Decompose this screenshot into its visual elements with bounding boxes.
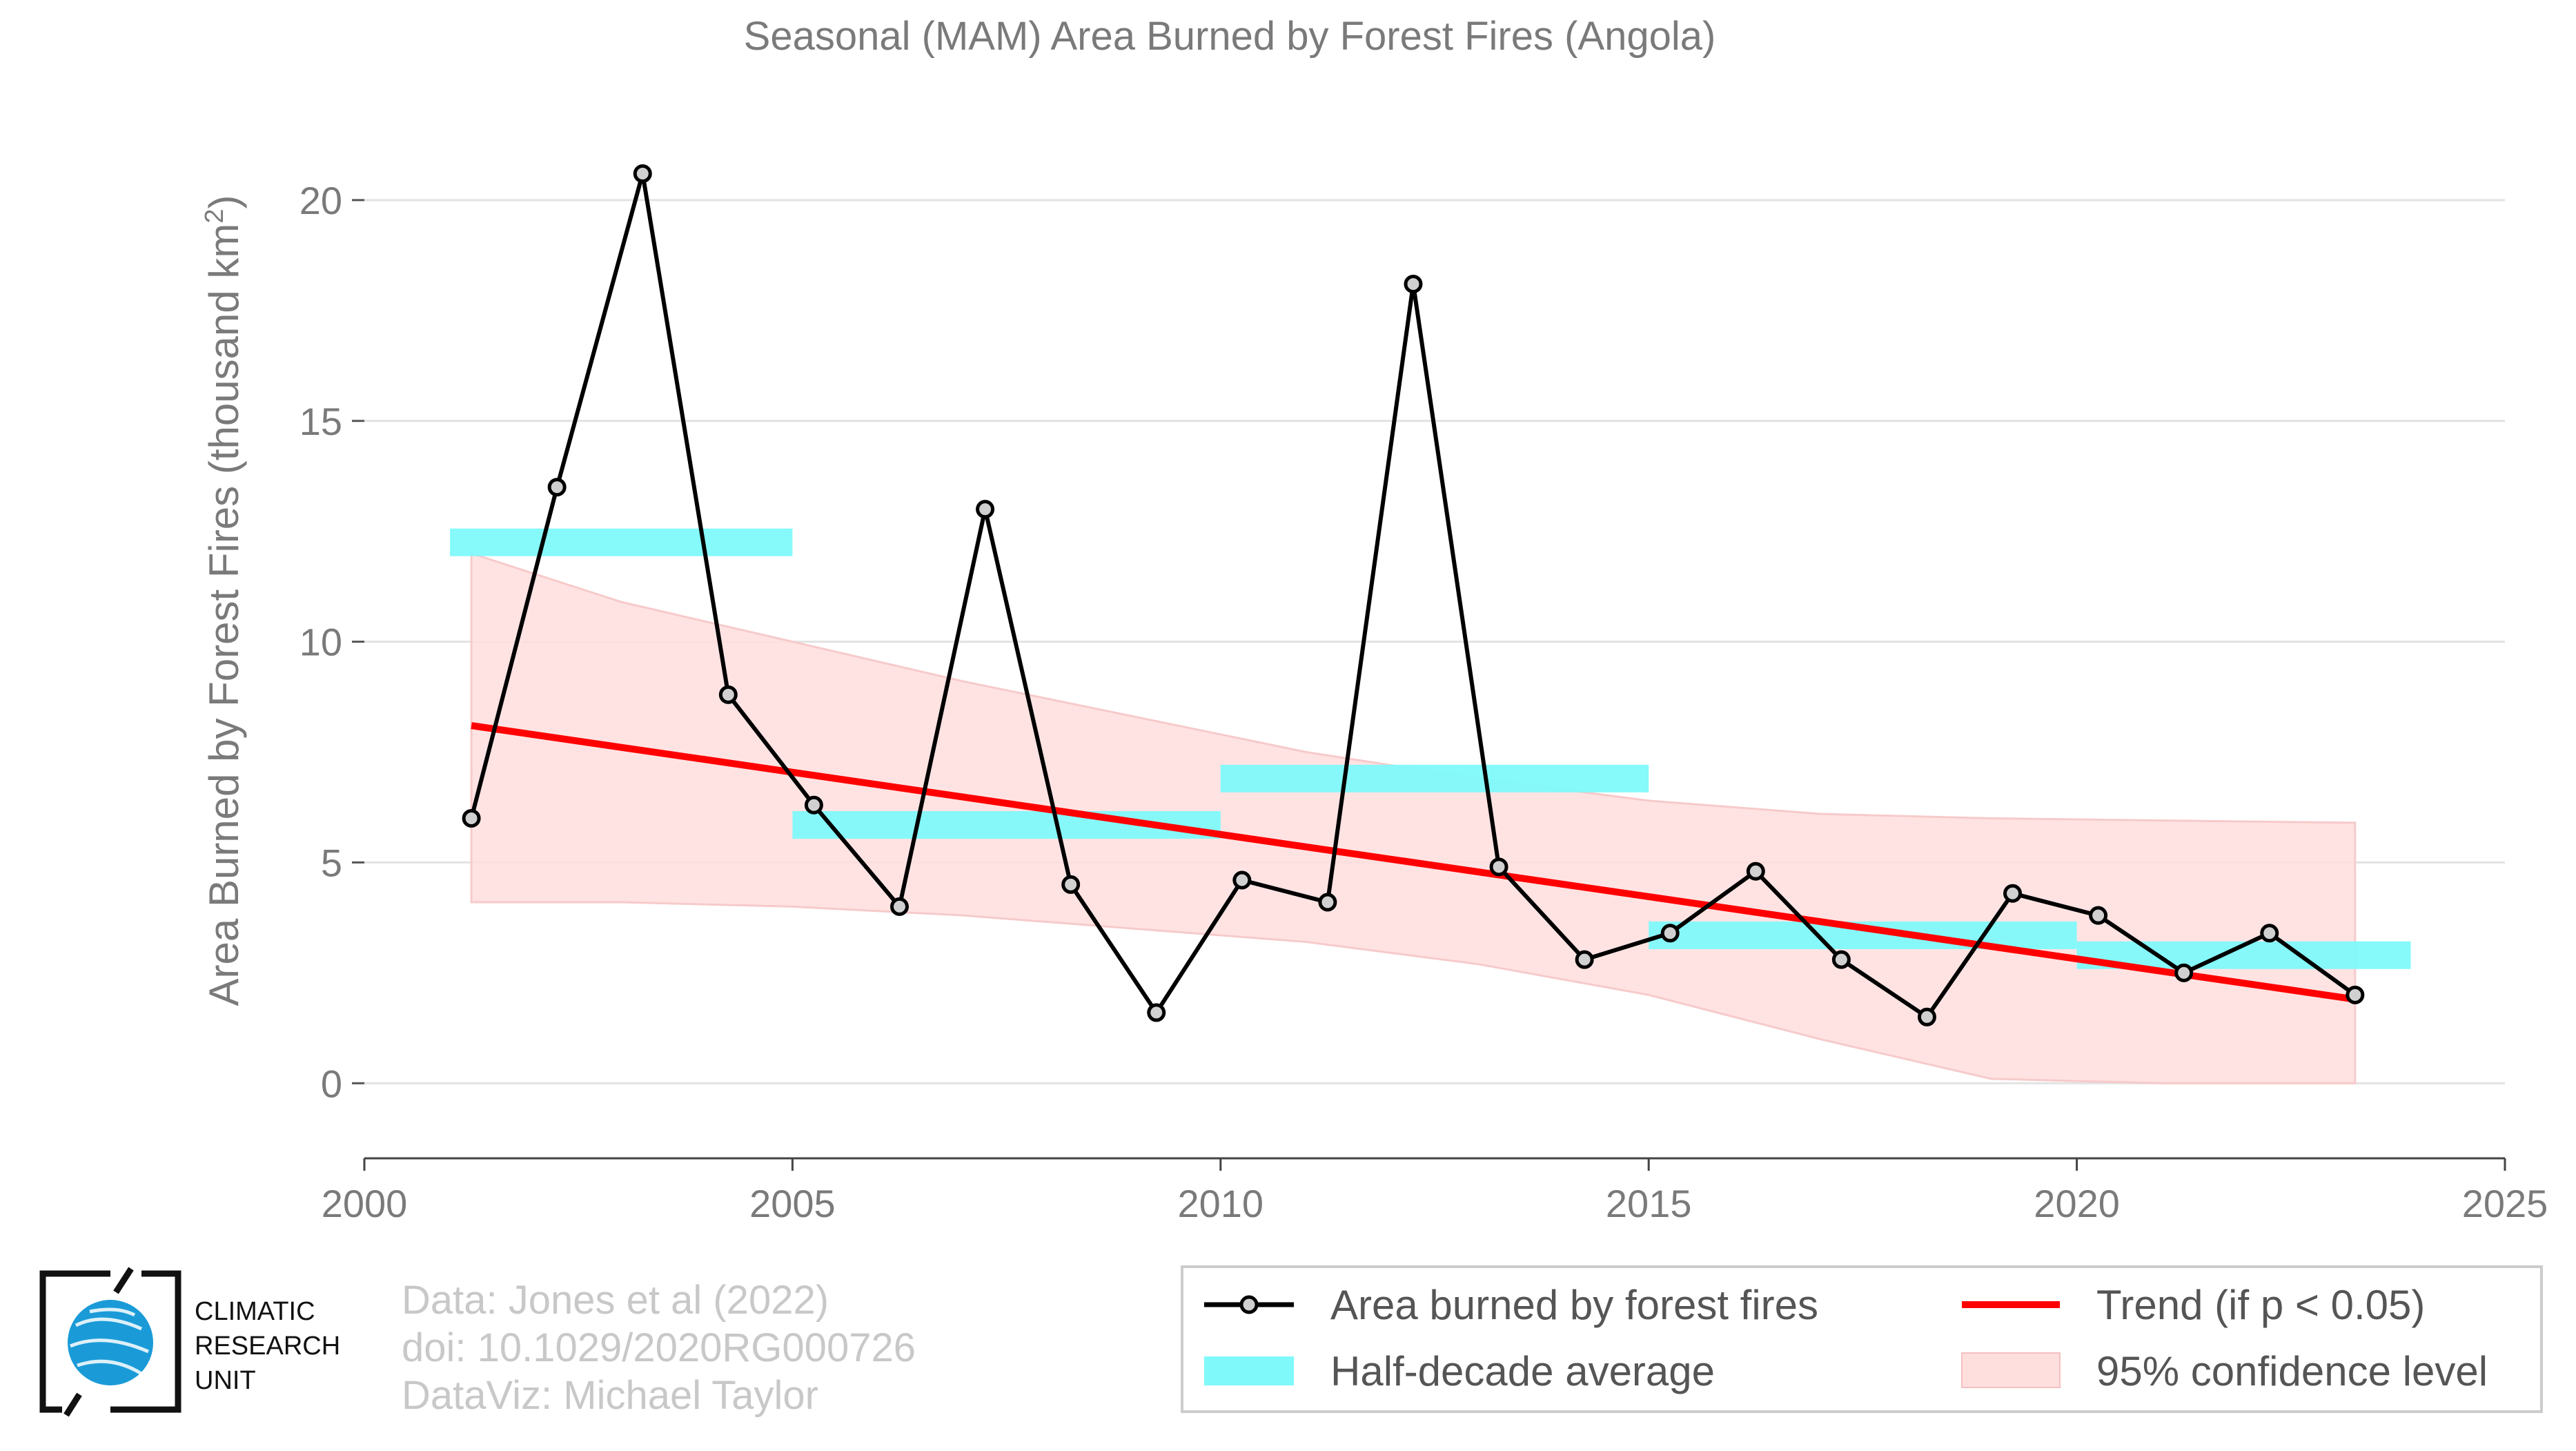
area-burned-point — [1318, 893, 1337, 912]
cru-logo: CLIMATIC RESEARCH UNIT — [39, 1267, 340, 1417]
x-tick-label: 2010 — [1178, 1182, 1264, 1225]
y-tick-label: 10 — [299, 621, 342, 664]
area-burned-point — [2346, 985, 2365, 1004]
area-burned-point — [1917, 1007, 1936, 1026]
logo-line-1: CLIMATIC — [195, 1297, 315, 1326]
area-burned-point — [1575, 950, 1594, 969]
x-tick-label: 2015 — [1606, 1182, 1692, 1225]
area-burned-points — [462, 164, 2365, 1026]
legend-label-confidence: 95% confidence level — [2096, 1348, 2488, 1394]
area-burned-point — [1061, 875, 1081, 894]
y-axis-tick-labels: 0 5 10 15 20 — [299, 179, 342, 1105]
legend-label-half-decade: Half-decade average — [1330, 1348, 1715, 1394]
x-tick-label: 2005 — [749, 1182, 836, 1225]
area-burned-point — [1232, 870, 1252, 890]
legend-key-half-decade — [1204, 1356, 1294, 1385]
y-tick-label: 15 — [299, 400, 342, 443]
area-burned-point — [2089, 906, 2108, 925]
area-burned-point — [1404, 274, 1423, 293]
logo-line-3: UNIT — [195, 1366, 256, 1395]
area-burned-point — [1831, 950, 1851, 969]
credit-doi: doi: 10.1029/2020RG000726 — [402, 1325, 916, 1370]
x-tick-label: 2020 — [2034, 1182, 2120, 1225]
chart-title: Seasonal (MAM) Area Burned by Forest Fir… — [744, 14, 1716, 59]
area-burned-point — [1147, 1003, 1166, 1022]
confidence-band — [470, 552, 2357, 1084]
credit-data: Data: Jones et al (2022) — [402, 1278, 829, 1323]
area-burned-point — [462, 808, 481, 828]
confidence-band-area — [470, 552, 2357, 1084]
area-burned-point — [976, 500, 995, 519]
area-burned-point — [633, 164, 652, 184]
x-tick-label: 2000 — [322, 1182, 408, 1225]
x-axis: 2000 2005 2010 2015 2020 2025 — [322, 1157, 2548, 1225]
legend-label-trend: Trend (if p < 0.05) — [2096, 1282, 2425, 1328]
svg-text:Area Burned by Forest Fires (t: Area Burned by Forest Fires (thousand km… — [200, 195, 247, 1006]
half-decade-bar — [450, 528, 793, 556]
logo-globe-swirls — [70, 1307, 149, 1376]
y-tick-label: 0 — [321, 1062, 342, 1105]
x-tick-label: 2025 — [2462, 1182, 2548, 1225]
half-decade-bar — [1220, 764, 1649, 792]
area-burned-point — [1489, 857, 1508, 877]
y-tick-label: 20 — [299, 179, 342, 222]
logo-bracket-left — [39, 1270, 110, 1413]
area-burned-point — [890, 897, 909, 916]
area-burned-point — [2174, 963, 2194, 982]
y-tick-label: 5 — [321, 841, 342, 884]
y-axis-label: Area Burned by Forest Fires (thousand km… — [200, 195, 247, 1006]
logo-bracket-right — [110, 1270, 181, 1413]
area-burned-point — [2260, 924, 2279, 943]
credit-dataviz: DataViz: Michael Taylor — [402, 1373, 818, 1418]
area-burned-point — [718, 685, 738, 704]
logo-line-2: RESEARCH — [195, 1332, 340, 1361]
area-burned-point — [547, 478, 567, 497]
legend-box — [1181, 1265, 2543, 1413]
area-burned-point — [1660, 924, 1680, 943]
y-axis-label-superscript: 2 — [200, 209, 229, 224]
y-axis-label-end: ) — [201, 195, 247, 209]
legend: Area burned by forest fires Half-decade … — [1181, 1265, 2543, 1413]
y-axis-label-text: Area Burned by Forest Fires (thousand km — [201, 224, 247, 1006]
area-burned-point — [804, 795, 823, 815]
area-burned-point — [2003, 884, 2023, 903]
legend-key-confidence — [1961, 1352, 2061, 1388]
area-burned-point — [1746, 861, 1765, 881]
legend-key-area-point — [1239, 1295, 1259, 1314]
logo-slash — [63, 1267, 134, 1417]
legend-label-area: Area burned by forest fires — [1330, 1282, 1818, 1328]
